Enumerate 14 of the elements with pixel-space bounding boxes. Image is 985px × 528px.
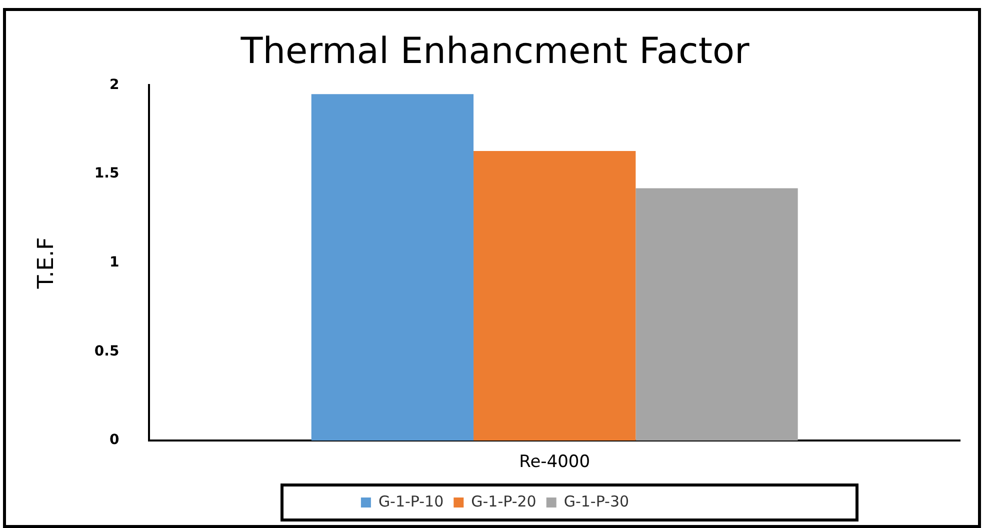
- bar: [636, 188, 798, 441]
- bar: [474, 150, 636, 441]
- y-tick-label: 1: [109, 254, 120, 271]
- legend-label: G-1-P-30: [564, 492, 630, 510]
- y-tick-label: 0.5: [94, 343, 120, 360]
- bar: [311, 94, 474, 441]
- x-tick-label: Re-4000: [519, 452, 590, 472]
- legend-label: G-1-P-10: [378, 492, 444, 510]
- y-tick-label: 0: [109, 432, 120, 448]
- chart-title: Thermal Enhancment Factor: [240, 30, 750, 72]
- y-tick-label: 1.5: [94, 166, 120, 182]
- y-axis-title: T.E.F: [34, 237, 59, 290]
- legend-label: G-1-P-20: [471, 492, 536, 510]
- y-tick-label: 2: [109, 76, 120, 93]
